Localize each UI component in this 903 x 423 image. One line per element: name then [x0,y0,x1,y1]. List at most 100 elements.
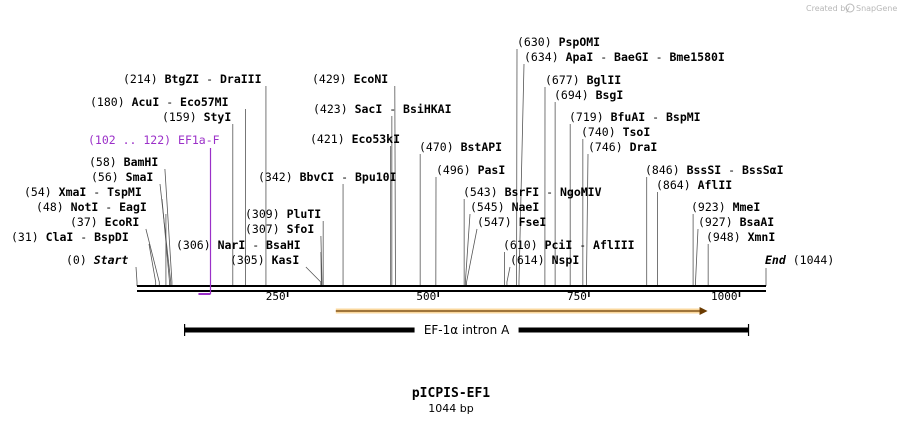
scale-tick-label: 500 [416,290,436,303]
enzyme-name: BglII [587,73,622,87]
site-position: (610) [503,238,538,252]
enzyme-name: BspDI [94,230,129,244]
orf-arrowhead-icon [699,307,708,315]
primer-ef1a-f[interactable]: (102 .. 122) EF1a-F [88,133,220,295]
site-position: (630) [517,35,552,49]
enzyme-name: BfuAI [611,110,646,124]
enzyme-site-label[interactable]: (309) PluTI [245,207,321,221]
enzyme-name: BaeGI [614,50,649,64]
end-position: (1044) [793,253,835,267]
enzyme-site-label[interactable]: (423) SacI - BsiHKAI [313,102,452,116]
enzyme-site-label[interactable]: (37) EcoRI [70,215,139,229]
scale-tick-label: 250 [266,290,286,303]
site-position: (496) [436,163,471,177]
enzyme-site-label[interactable]: (159) StyI [162,110,231,124]
enzyme-site-label[interactable]: (630) PspOMI [517,35,600,49]
enzyme-site-label[interactable]: (543) BsrFI - NgoMIV [463,185,602,199]
enzyme-site-label[interactable]: (31) ClaI - BspDI [11,230,129,244]
enzyme-site-label[interactable]: (719) BfuAI - BspMI [569,110,701,124]
enzyme-site-label[interactable]: (694) BsgI [554,88,623,102]
enzyme-site-label[interactable]: (677) BglII [545,73,621,87]
enzyme-site-label[interactable]: (58) BamHI [89,155,158,169]
enzyme-name: NaeI [512,200,540,214]
enzyme-name: BspMI [666,110,701,124]
end-name: End [765,253,787,267]
enzyme-site-label[interactable]: (610) PciI - AflIII [503,238,635,252]
site-position: (305) [230,253,265,267]
site-position: (470) [419,140,454,154]
site-position: (421) [310,132,345,146]
enzyme-site-label[interactable]: (421) Eco53kI [310,132,400,146]
site-leader-line [518,63,525,286]
site-position: (719) [569,110,604,124]
site-position: (746) [588,140,623,154]
enzyme-site-label[interactable]: (214) BtgZI - DraIII [123,72,262,86]
site-position: (58) [89,155,117,169]
enzyme-name: BtgZI [165,72,200,86]
scale-tick-label: 1000 [711,290,738,303]
plasmid-length: 1044 bp [428,402,473,415]
site-leader-line [464,213,471,286]
enzyme-name: PspOMI [559,35,601,49]
enzyme-site-label[interactable]: (306) NarI - BsaHI [176,238,301,252]
enzyme-site-label[interactable]: (740) TsoI [581,125,650,139]
enzyme-site-label[interactable]: (48) NotI - EagI [36,200,147,214]
site-position: (342) [258,170,293,184]
site-position: (614) [510,253,545,267]
enzyme-site-label[interactable]: (614) NspI [510,253,579,267]
creator-text: Created by [806,4,850,13]
enzyme-site-label[interactable]: (948) XmnI [706,230,775,244]
enzyme-name: DraIII [220,72,262,86]
enzyme-site-label[interactable]: (545) NaeI [470,200,539,214]
enzyme-name: Eco57MI [180,95,228,109]
orf-arrow[interactable] [335,307,708,315]
enzyme-name: BsaHI [266,238,301,252]
enzyme-name: XmnI [748,230,776,244]
enzyme-site-label[interactable]: (470) BstAPI [419,140,502,154]
enzyme-site-label[interactable]: (54) XmaI - TspMI [24,185,142,199]
site-leader-line [305,266,322,286]
enzyme-site-label[interactable]: (923) MmeI [691,200,760,214]
enzyme-name: PciI [545,238,573,252]
start-label: (0) Start [66,253,128,267]
enzyme-site-label[interactable]: (846) BssSI - BssSαI [645,163,784,177]
enzyme-site-label[interactable]: (496) PasI [436,163,505,177]
enzyme-name: AcuI [132,95,160,109]
enzyme-site-label[interactable]: (634) ApaI - BaeGI - Bme1580I [524,50,725,64]
enzyme-name: BsrFI [505,185,540,199]
site-position: (423) [313,102,348,116]
site-leader-line [148,243,157,286]
site-position: (429) [312,72,347,86]
enzyme-name: SmaI [126,170,154,184]
enzyme-site-label[interactable]: (305) KasI [230,253,299,267]
enzyme-name: Eco53kI [352,132,400,146]
enzyme-name: Bpu10I [355,170,397,184]
site-leader-lines [135,48,767,286]
enzyme-site-label[interactable]: (56) SmaI [91,170,153,184]
enzyme-site-label[interactable]: (307) SfoI [245,222,314,236]
enzyme-site-label[interactable]: (864) AflII [656,178,732,192]
site-leader-line [586,153,589,286]
enzyme-name: NarI [218,238,246,252]
enzyme-site-label[interactable]: (746) DraI [588,140,657,154]
snapgene-logo-icon [845,3,855,13]
enzyme-name: NspI [552,253,580,267]
enzyme-name: AflIII [593,238,635,252]
enzyme-name: NotI [71,200,99,214]
enzyme-name: ClaI [46,230,74,244]
enzyme-site-label[interactable]: (429) EcoNI [312,72,388,86]
enzyme-name: KasI [272,253,300,267]
site-position: (677) [545,73,580,87]
scale-tick-label: 750 [567,290,587,303]
enzyme-site-label[interactable]: (342) BbvCI - Bpu10I [258,170,397,184]
enzyme-site-label[interactable]: (180) AcuI - Eco57MI [90,95,229,109]
enzyme-site-label[interactable]: (547) FseI [477,215,546,229]
plasmid-name: pICPIS-EF1 [412,386,490,401]
enzyme-site-label[interactable]: (927) BsaAI [698,215,774,229]
enzyme-name: BamHI [124,155,159,169]
enzyme-name: StyI [204,110,232,124]
enzyme-name: BsaAI [740,215,775,229]
end-label: End (1044) [765,253,834,267]
site-position: (634) [524,50,559,64]
